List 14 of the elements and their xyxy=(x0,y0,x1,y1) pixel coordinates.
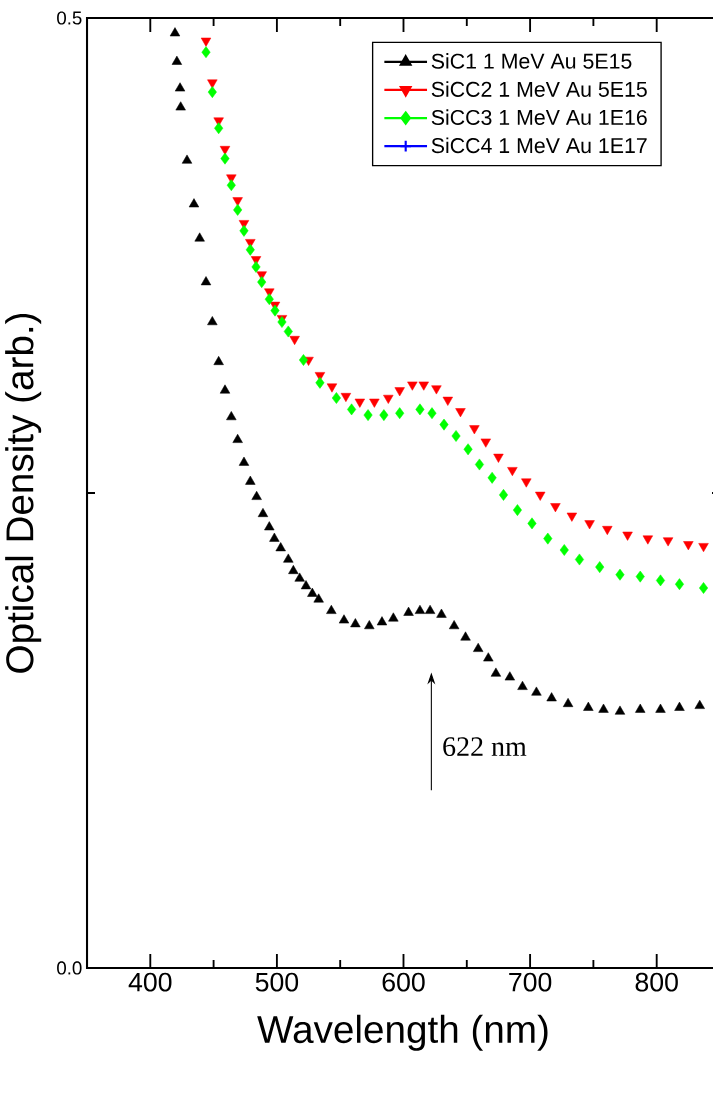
y-tick-label: 0.0 xyxy=(57,961,82,975)
y-tick-label: 0.5 xyxy=(57,11,82,25)
legend-label: SiCC4 1 MeV Au 1E17 xyxy=(431,137,647,154)
x-tick-label: 500 xyxy=(255,972,299,992)
legend-label: SiCC3 1 MeV Au 1E16 xyxy=(431,109,647,125)
y-axis-title: Optical Density (arb.) xyxy=(5,313,42,673)
legend-label: SiC1 1 MeV Au 5E15 xyxy=(431,53,632,69)
x-tick-label: 800 xyxy=(635,972,678,992)
x-tick-label: 400 xyxy=(128,972,172,992)
legend-label: SiCC2 1 MeV Au 5E15 xyxy=(431,81,647,97)
x-tick-label: 700 xyxy=(509,972,552,992)
annotation: 622 nm xyxy=(443,737,527,757)
x-tick-label: 600 xyxy=(382,972,425,992)
x-axis-title: Wavelength (nm) xyxy=(257,1014,548,1051)
